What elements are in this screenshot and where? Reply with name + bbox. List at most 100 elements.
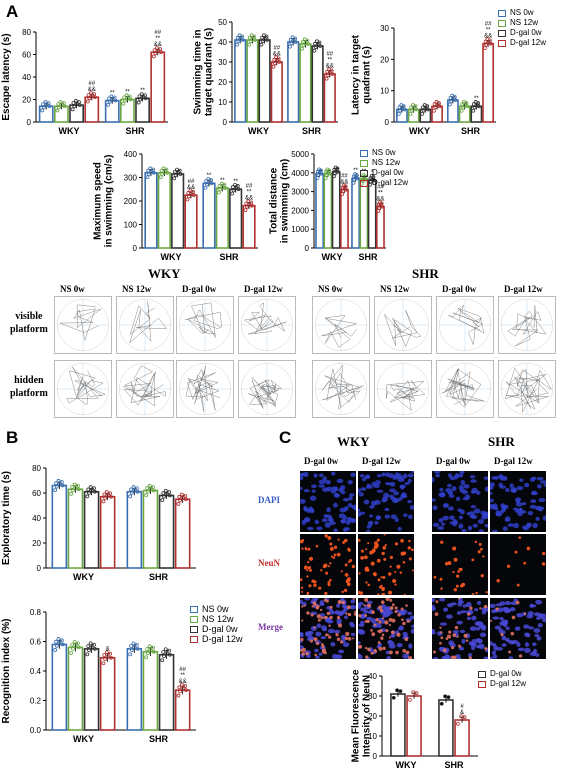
significance-mark: ## (273, 46, 280, 52)
significance-mark: ** (327, 58, 332, 64)
data-point (54, 643, 59, 648)
data-point (216, 190, 221, 195)
data-point (253, 38, 257, 42)
legend-label: NS 0w (372, 148, 396, 157)
bar-latency-SHR-3 (482, 42, 494, 123)
data-point (104, 490, 109, 494)
x-category-SHR: SHR (302, 126, 322, 136)
data-point (93, 95, 97, 100)
data-point (134, 486, 139, 491)
data-point (57, 482, 62, 487)
y-tick-label: 1000 (291, 225, 309, 234)
y-tick-label: 10 (368, 732, 377, 741)
significance-mark: ## (326, 52, 333, 58)
data-point (162, 494, 166, 499)
micro-title-wky: WKY (337, 434, 370, 449)
data-point (240, 34, 245, 39)
data-point (128, 494, 133, 499)
maze-column-label: NS 12w (380, 284, 410, 294)
x-category-SHR: SHR (219, 252, 239, 262)
data-point (59, 638, 64, 643)
data-point (88, 641, 93, 646)
data-point (143, 96, 148, 101)
bar-quadrant-SHR-1 (299, 43, 312, 123)
y-tick-label: 30 (368, 692, 377, 701)
data-point (168, 652, 172, 657)
bar-quadrant-SHR-2 (311, 45, 324, 123)
legend-entry: D-gal 0w (478, 669, 526, 679)
data-point (85, 494, 90, 499)
y-tick-label: 0 (373, 752, 378, 761)
data-point (245, 204, 249, 209)
bar-escape-SHR-1 (120, 98, 135, 123)
data-point (70, 485, 74, 489)
data-point (105, 654, 110, 659)
data-point (121, 101, 126, 106)
data-point (433, 105, 438, 110)
data-point (86, 644, 91, 649)
legend-entry: D-gal 0w (498, 28, 546, 38)
data-point (325, 73, 330, 78)
data-point (184, 497, 188, 502)
legend-swatch (190, 605, 198, 613)
data-point (178, 498, 183, 503)
y-tick-label: 10 (218, 98, 227, 107)
data-point (293, 36, 298, 41)
y-tick-label: 40 (22, 73, 31, 82)
maze-column-label: NS 0w (60, 284, 85, 294)
bar-exploratory-WKY-0 (51, 484, 68, 569)
y-tick-label: 20 (22, 96, 31, 105)
legend-swatch (360, 169, 368, 177)
data-point (176, 693, 181, 698)
legend-label: NS 12w (202, 614, 234, 624)
maze-trajectory-image (54, 360, 112, 418)
data-point (144, 493, 149, 498)
data-point (41, 105, 46, 110)
maze-trajectory-image (116, 296, 174, 354)
legend-entry: D-gal 12w (190, 634, 243, 644)
y-tick-label: 100 (124, 221, 138, 230)
significance-mark: ** (486, 27, 491, 33)
legend-swatch (190, 615, 198, 623)
bar-escape-SHR-2 (135, 97, 150, 123)
data-point (236, 187, 241, 192)
data-point (323, 176, 328, 181)
significance-mark: ** (155, 36, 160, 42)
data-point (409, 108, 414, 113)
data-point (165, 170, 170, 175)
data-point (92, 642, 96, 647)
data-point (177, 168, 182, 173)
y-tick-label: 50 (218, 18, 227, 27)
data-point (163, 647, 168, 652)
data-point (55, 108, 60, 113)
data-point (315, 176, 320, 181)
data-point (57, 105, 61, 110)
data-point (160, 498, 165, 503)
legend-label: D-gal 0w (202, 624, 238, 634)
data-point (402, 107, 407, 112)
data-point (128, 652, 133, 657)
data-point (60, 483, 65, 488)
data-point (191, 189, 195, 194)
data-point (411, 690, 416, 695)
data-point (247, 42, 252, 47)
legend-recognition: NS 0w NS 12w D-gal 0w D-gal 12w (190, 604, 243, 644)
data-point (147, 171, 151, 176)
data-point (236, 39, 241, 44)
y-tick-label: 5000 (291, 150, 309, 159)
legend-middle: NS 0w NS 12w D-gal 0w D-gal 12w (360, 148, 408, 188)
data-point (145, 486, 149, 491)
bar-distance-WKY-2 (331, 171, 341, 249)
y-tick-label: 0 (133, 244, 138, 253)
significance-mark: && (179, 679, 187, 685)
y-tick-label: 0.8 (30, 608, 42, 617)
data-point (160, 171, 165, 176)
micro-image (297, 471, 359, 533)
legend-label: NS 12w (510, 18, 539, 27)
bar-exploratory-WKY-3 (99, 495, 116, 569)
significance-mark: ## (179, 667, 186, 673)
data-point (148, 648, 153, 653)
data-point (330, 72, 335, 76)
y-tick-label: 0 (385, 118, 390, 127)
data-point (41, 102, 45, 107)
